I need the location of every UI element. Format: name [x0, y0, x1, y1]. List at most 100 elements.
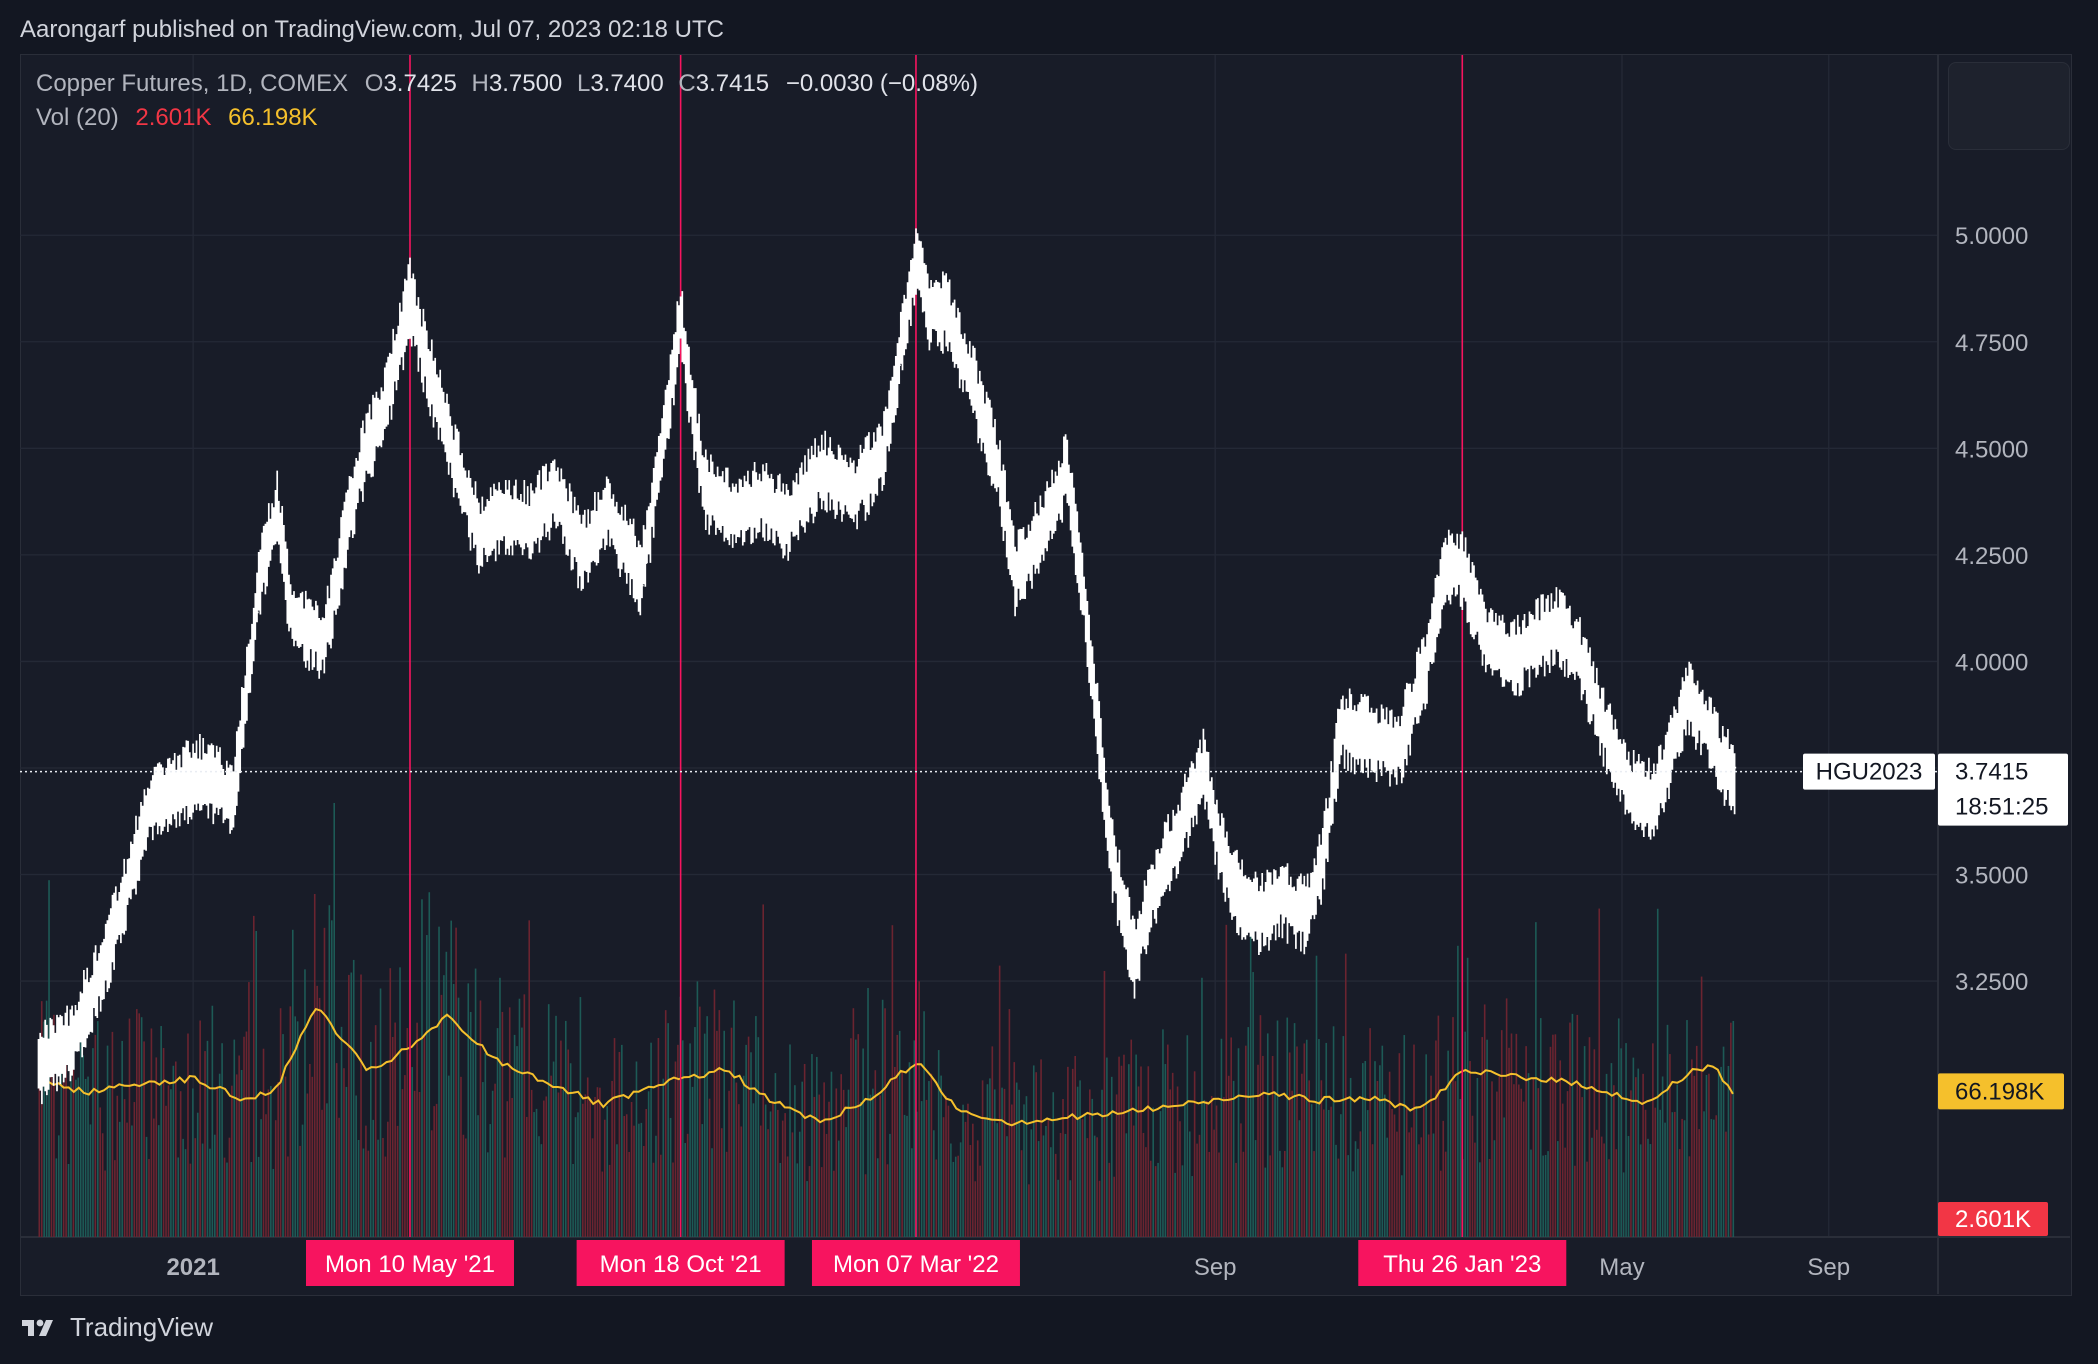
date-marker-label: Mon 07 Mar '22: [833, 1251, 999, 1278]
price-chart[interactable]: 5.0000 4.7500 4.5000 4.2500 4.0000 3.5000 3.25…: [0, 0, 2098, 1300]
ohlc-legend[interactable]: Copper Futures, 1D, COMEX O3.7425 H3.750…: [36, 70, 978, 98]
volume-bar: [606, 1106, 609, 1237]
volume-bar: [416, 1022, 418, 1237]
volume-bar: [835, 1088, 838, 1237]
volume-bar: [674, 1061, 677, 1237]
price-tick-label: 5.0000: [1955, 223, 2028, 250]
volume-bar: [506, 1101, 509, 1237]
volume-bar: [145, 1136, 148, 1237]
volume-bar: [584, 1094, 587, 1237]
volume-bar: [1435, 1040, 1437, 1237]
volume-bar: [1600, 1136, 1603, 1237]
volume-bar: [1727, 1065, 1730, 1237]
volume-bar: [379, 988, 382, 1237]
volume-bar: [703, 1033, 706, 1237]
date-marker-label: Mon 10 May '21: [325, 1251, 495, 1278]
volume-bar: [1513, 1084, 1515, 1237]
volume-bar: [730, 1027, 733, 1237]
volume-bar: [672, 1162, 674, 1237]
volume-bar: [57, 1135, 60, 1237]
volume-bar: [569, 1063, 572, 1237]
chart-settings-corner[interactable]: [1948, 62, 2070, 150]
volume-bar: [340, 1026, 343, 1237]
volume-bar: [1064, 1133, 1067, 1237]
volume-bar: [77, 1077, 80, 1237]
volume-bar: [92, 1048, 94, 1237]
volume-bar: [472, 1042, 474, 1237]
volume-bar: [1371, 1144, 1374, 1237]
volume-label: Vol (20): [36, 104, 119, 131]
volume-bar: [428, 892, 431, 1237]
volume-bar: [759, 1125, 762, 1237]
volume-bar: [1262, 1055, 1264, 1237]
volume-bar: [521, 1027, 523, 1237]
volume-bar: [499, 977, 501, 1237]
date-marker-label-box: [576, 1240, 785, 1286]
volume-bar: [1708, 1073, 1710, 1237]
volume-bar: [479, 1000, 482, 1237]
price-tick-label: 4.0000: [1955, 649, 2028, 676]
volume-bar: [694, 1027, 696, 1237]
volume-bar: [1656, 908, 1659, 1237]
volume-bar: [250, 1161, 253, 1237]
volume-bar: [1703, 1111, 1705, 1237]
tradingview-logo[interactable]: TradingView: [20, 1312, 213, 1343]
volume-bar: [552, 1061, 555, 1237]
volume-bar: [713, 989, 716, 1237]
volume-bar: [357, 1139, 360, 1237]
date-marker-label: Mon 18 Oct '21: [600, 1251, 762, 1278]
volume-bar: [1535, 922, 1537, 1237]
volume-bar: [1303, 1043, 1306, 1237]
volume-bar: [270, 1086, 272, 1237]
volume-bar: [623, 1116, 626, 1237]
volume-legend[interactable]: Vol (20) 2.601K 66.198K: [36, 104, 318, 132]
volume-bar: [60, 1036, 63, 1237]
volume-bar: [89, 1124, 92, 1237]
volume-bar: [1639, 1144, 1642, 1237]
price-tick-label: 4.5000: [1955, 436, 2028, 463]
volume-bar: [1576, 1014, 1579, 1237]
volume-bar: [928, 1081, 930, 1237]
volume-bar: [121, 1040, 123, 1237]
volume-bar: [231, 1085, 233, 1237]
volume-bar: [1023, 1104, 1025, 1237]
last-price-badge-text: 3.7415: [1955, 759, 2028, 786]
volume-bar: [50, 1042, 53, 1237]
volume-bar: [652, 1162, 655, 1237]
volume-bar: [757, 1037, 760, 1237]
volume-bar: [1115, 1094, 1118, 1237]
volume-bar: [1491, 1081, 1493, 1237]
volume-bar: [1249, 926, 1252, 1237]
volume-bar: [1181, 1165, 1184, 1237]
volume-bar: [1201, 977, 1203, 1237]
volume-bar: [1730, 1022, 1732, 1237]
volume-bar: [974, 1181, 977, 1237]
volume-bar: [701, 1124, 704, 1237]
volume-bar: [947, 1105, 950, 1237]
volume-bar: [577, 1112, 579, 1237]
volume-bar: [1710, 1119, 1713, 1237]
volume-bar: [1537, 1088, 1540, 1237]
volume-bar: [911, 1148, 913, 1237]
volume-bar: [1323, 1109, 1325, 1237]
volume-bar: [686, 1133, 689, 1237]
volume-bar: [867, 988, 869, 1237]
volume-bar: [260, 1119, 262, 1237]
volume-bar: [1330, 1106, 1332, 1237]
volume-bar: [1459, 1099, 1462, 1237]
volume-bar: [355, 1095, 357, 1237]
volume-bar: [650, 1042, 652, 1237]
volume-bar: [318, 997, 321, 1237]
volume-bar: [525, 1116, 528, 1237]
volume-bar: [401, 1089, 404, 1237]
volume-bar: [1598, 908, 1601, 1237]
volume-bar: [114, 1160, 116, 1237]
volume-bar: [1208, 1151, 1211, 1237]
volume-bar: [272, 1168, 275, 1237]
volume-bar: [226, 1162, 228, 1237]
volume-bar: [1615, 1149, 1618, 1237]
volume-bar: [1032, 1065, 1035, 1237]
volume-bar: [504, 1157, 506, 1237]
volume-bar: [586, 1077, 589, 1237]
volume-bar: [1503, 1117, 1505, 1237]
